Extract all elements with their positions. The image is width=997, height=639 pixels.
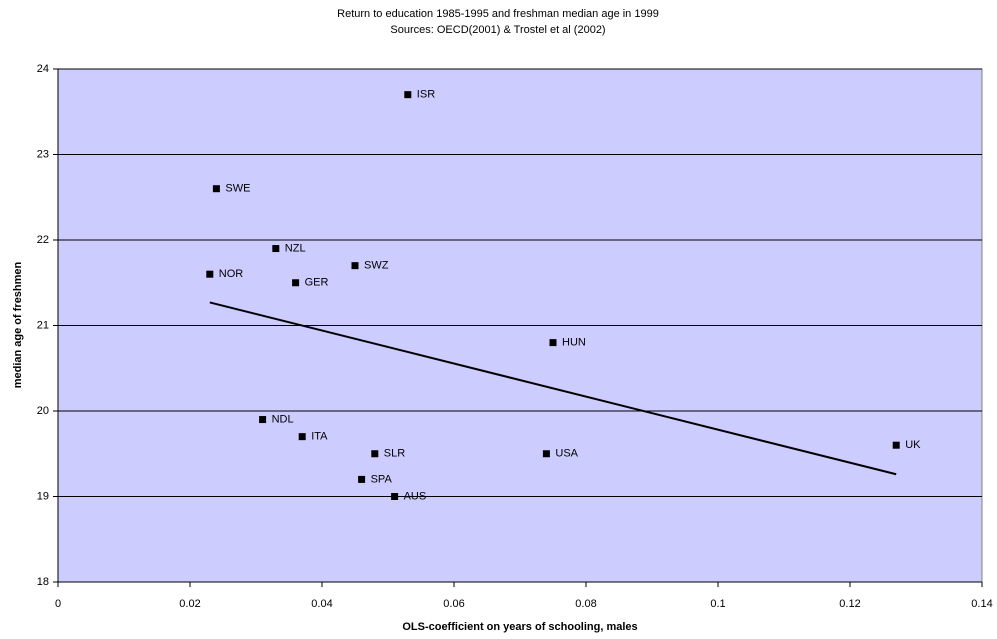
trend-line — [209, 301, 897, 476]
x-tick-label: 0.1 — [710, 598, 725, 610]
x-tick-label: 0.06 — [443, 598, 464, 610]
y-tick-label: 19 — [37, 490, 49, 502]
point — [542, 450, 550, 458]
chart-title: Return to education 1985-1995 and freshm… — [337, 8, 659, 20]
point-label: SWZ — [364, 260, 389, 272]
point — [351, 262, 359, 270]
y-tick-label: 23 — [37, 148, 49, 160]
point — [298, 433, 306, 441]
x-tick-label: 0.14 — [971, 598, 992, 610]
point-label: ITA — [311, 431, 328, 443]
point — [358, 475, 366, 483]
x-axis-title: OLS-coefficient on years of schooling, m… — [402, 621, 637, 633]
y-axis-title: median age of freshmen — [12, 261, 24, 388]
point — [549, 339, 557, 347]
x-tick-label: 0.02 — [179, 598, 200, 610]
point — [292, 279, 300, 287]
point-label: SLR — [384, 448, 405, 460]
y-tick-label: 22 — [37, 234, 49, 246]
chart-subtitle: Sources: OECD(2001) & Trostel et al (200… — [390, 24, 605, 36]
x-tick-label: 0 — [55, 598, 61, 610]
point-label: ISR — [417, 89, 435, 101]
point-label: UK — [905, 439, 921, 451]
y-tick-label: 24 — [37, 63, 49, 75]
point — [404, 91, 412, 99]
point — [272, 245, 280, 253]
point — [259, 416, 267, 424]
x-tick-label: 0.12 — [839, 598, 860, 610]
point-label: NOR — [219, 268, 244, 280]
point-label: GER — [305, 277, 329, 289]
y-tick-label: 20 — [37, 405, 49, 417]
point-label: AUS — [404, 490, 427, 502]
point-label: NZL — [285, 242, 306, 254]
y-tick-label: 21 — [37, 319, 49, 331]
point-label: SWE — [225, 183, 250, 195]
x-tick-label: 0.08 — [575, 598, 596, 610]
point — [892, 441, 900, 449]
point-label: USA — [555, 448, 578, 460]
x-tick-label: 0.04 — [311, 598, 332, 610]
point-label: HUN — [562, 337, 586, 349]
y-tick-label: 18 — [37, 576, 49, 588]
point — [206, 270, 214, 278]
point — [391, 493, 399, 500]
point-label: SPA — [371, 473, 393, 485]
point — [371, 450, 379, 458]
point — [212, 185, 220, 193]
point-label: NDL — [272, 413, 294, 425]
